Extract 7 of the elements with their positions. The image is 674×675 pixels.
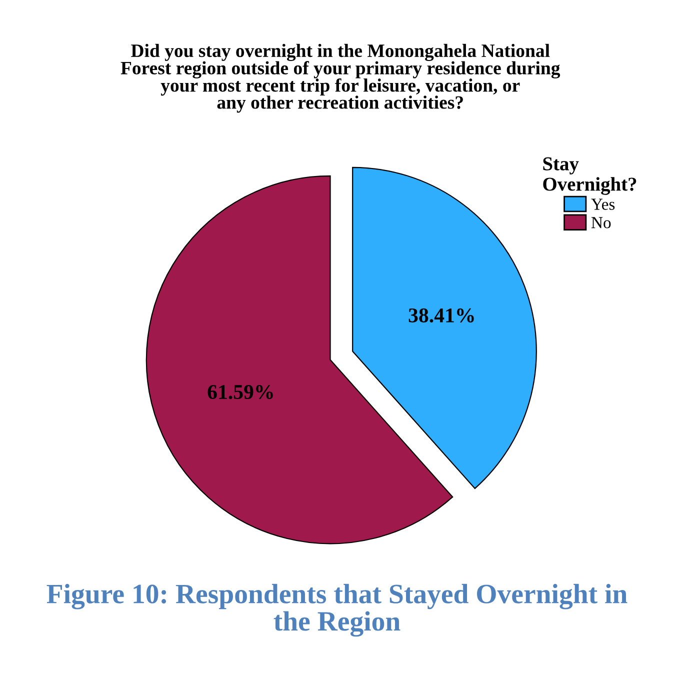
legend-label: No [591,217,611,228]
data-label: 61.59% [208,384,273,400]
chart-title: Did you stay overnight in the Monongahela National Forest region outside of your primary residence during your most recent trip for leisure, vacation, or any other recreation activities? [120,44,560,113]
legend-label: Yes [591,198,615,210]
caption: Figure 10: Respondents that Stayed Overnight in the Region [46,584,628,637]
legend-title: Stay Overnight? [543,157,636,195]
data-label: 38.41% [408,308,474,323]
